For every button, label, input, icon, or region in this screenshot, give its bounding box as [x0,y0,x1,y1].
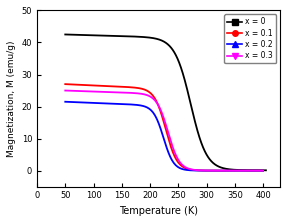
x = 0.1 [221,169,225,172]
x = 0.2 [221,169,225,172]
x = 0.2 [63,100,67,103]
x = 0.1 [261,169,265,172]
x = 0.3 [218,169,221,172]
Legend: x = 0, x = 0.1, x = 0.2, x = 0.3: x = 0, x = 0.1, x = 0.2, x = 0.3 [224,14,276,63]
x = 0 [84,34,88,36]
x = 0 [201,146,205,149]
x = 0.2 [218,169,221,172]
x = 0.1 [63,83,67,85]
x = 0.3 [144,93,147,96]
x = 0.1 [218,169,221,172]
Line: x = 0: x = 0 [65,35,266,170]
X-axis label: Temperature (K): Temperature (K) [119,206,198,216]
x = 0.3 [151,97,154,99]
x = 0 [63,33,67,36]
x = 0.2 [144,105,147,108]
x = 0.2 [261,169,265,172]
x = 0.1 [84,84,87,86]
x = 0.2 [199,169,203,172]
x = 0 [224,167,227,170]
x = 0.3 [63,89,67,92]
x = 0 [145,36,148,39]
x = 0.3 [199,169,203,172]
x = 0.1 [144,89,147,91]
x = 0 [220,166,224,169]
Line: x = 0.2: x = 0.2 [65,102,263,171]
x = 0 [264,169,268,172]
x = 0.3 [221,169,225,172]
Y-axis label: Magnetization, M (emu/g): Magnetization, M (emu/g) [7,40,16,157]
x = 0.3 [84,90,87,93]
x = 0.1 [151,94,154,96]
Line: x = 0.1: x = 0.1 [65,84,263,171]
x = 0.2 [151,110,154,113]
x = 0.3 [261,169,265,172]
x = 0.1 [199,169,203,172]
Line: x = 0.3: x = 0.3 [65,91,263,171]
x = 0.2 [84,101,87,104]
x = 0 [152,37,155,39]
